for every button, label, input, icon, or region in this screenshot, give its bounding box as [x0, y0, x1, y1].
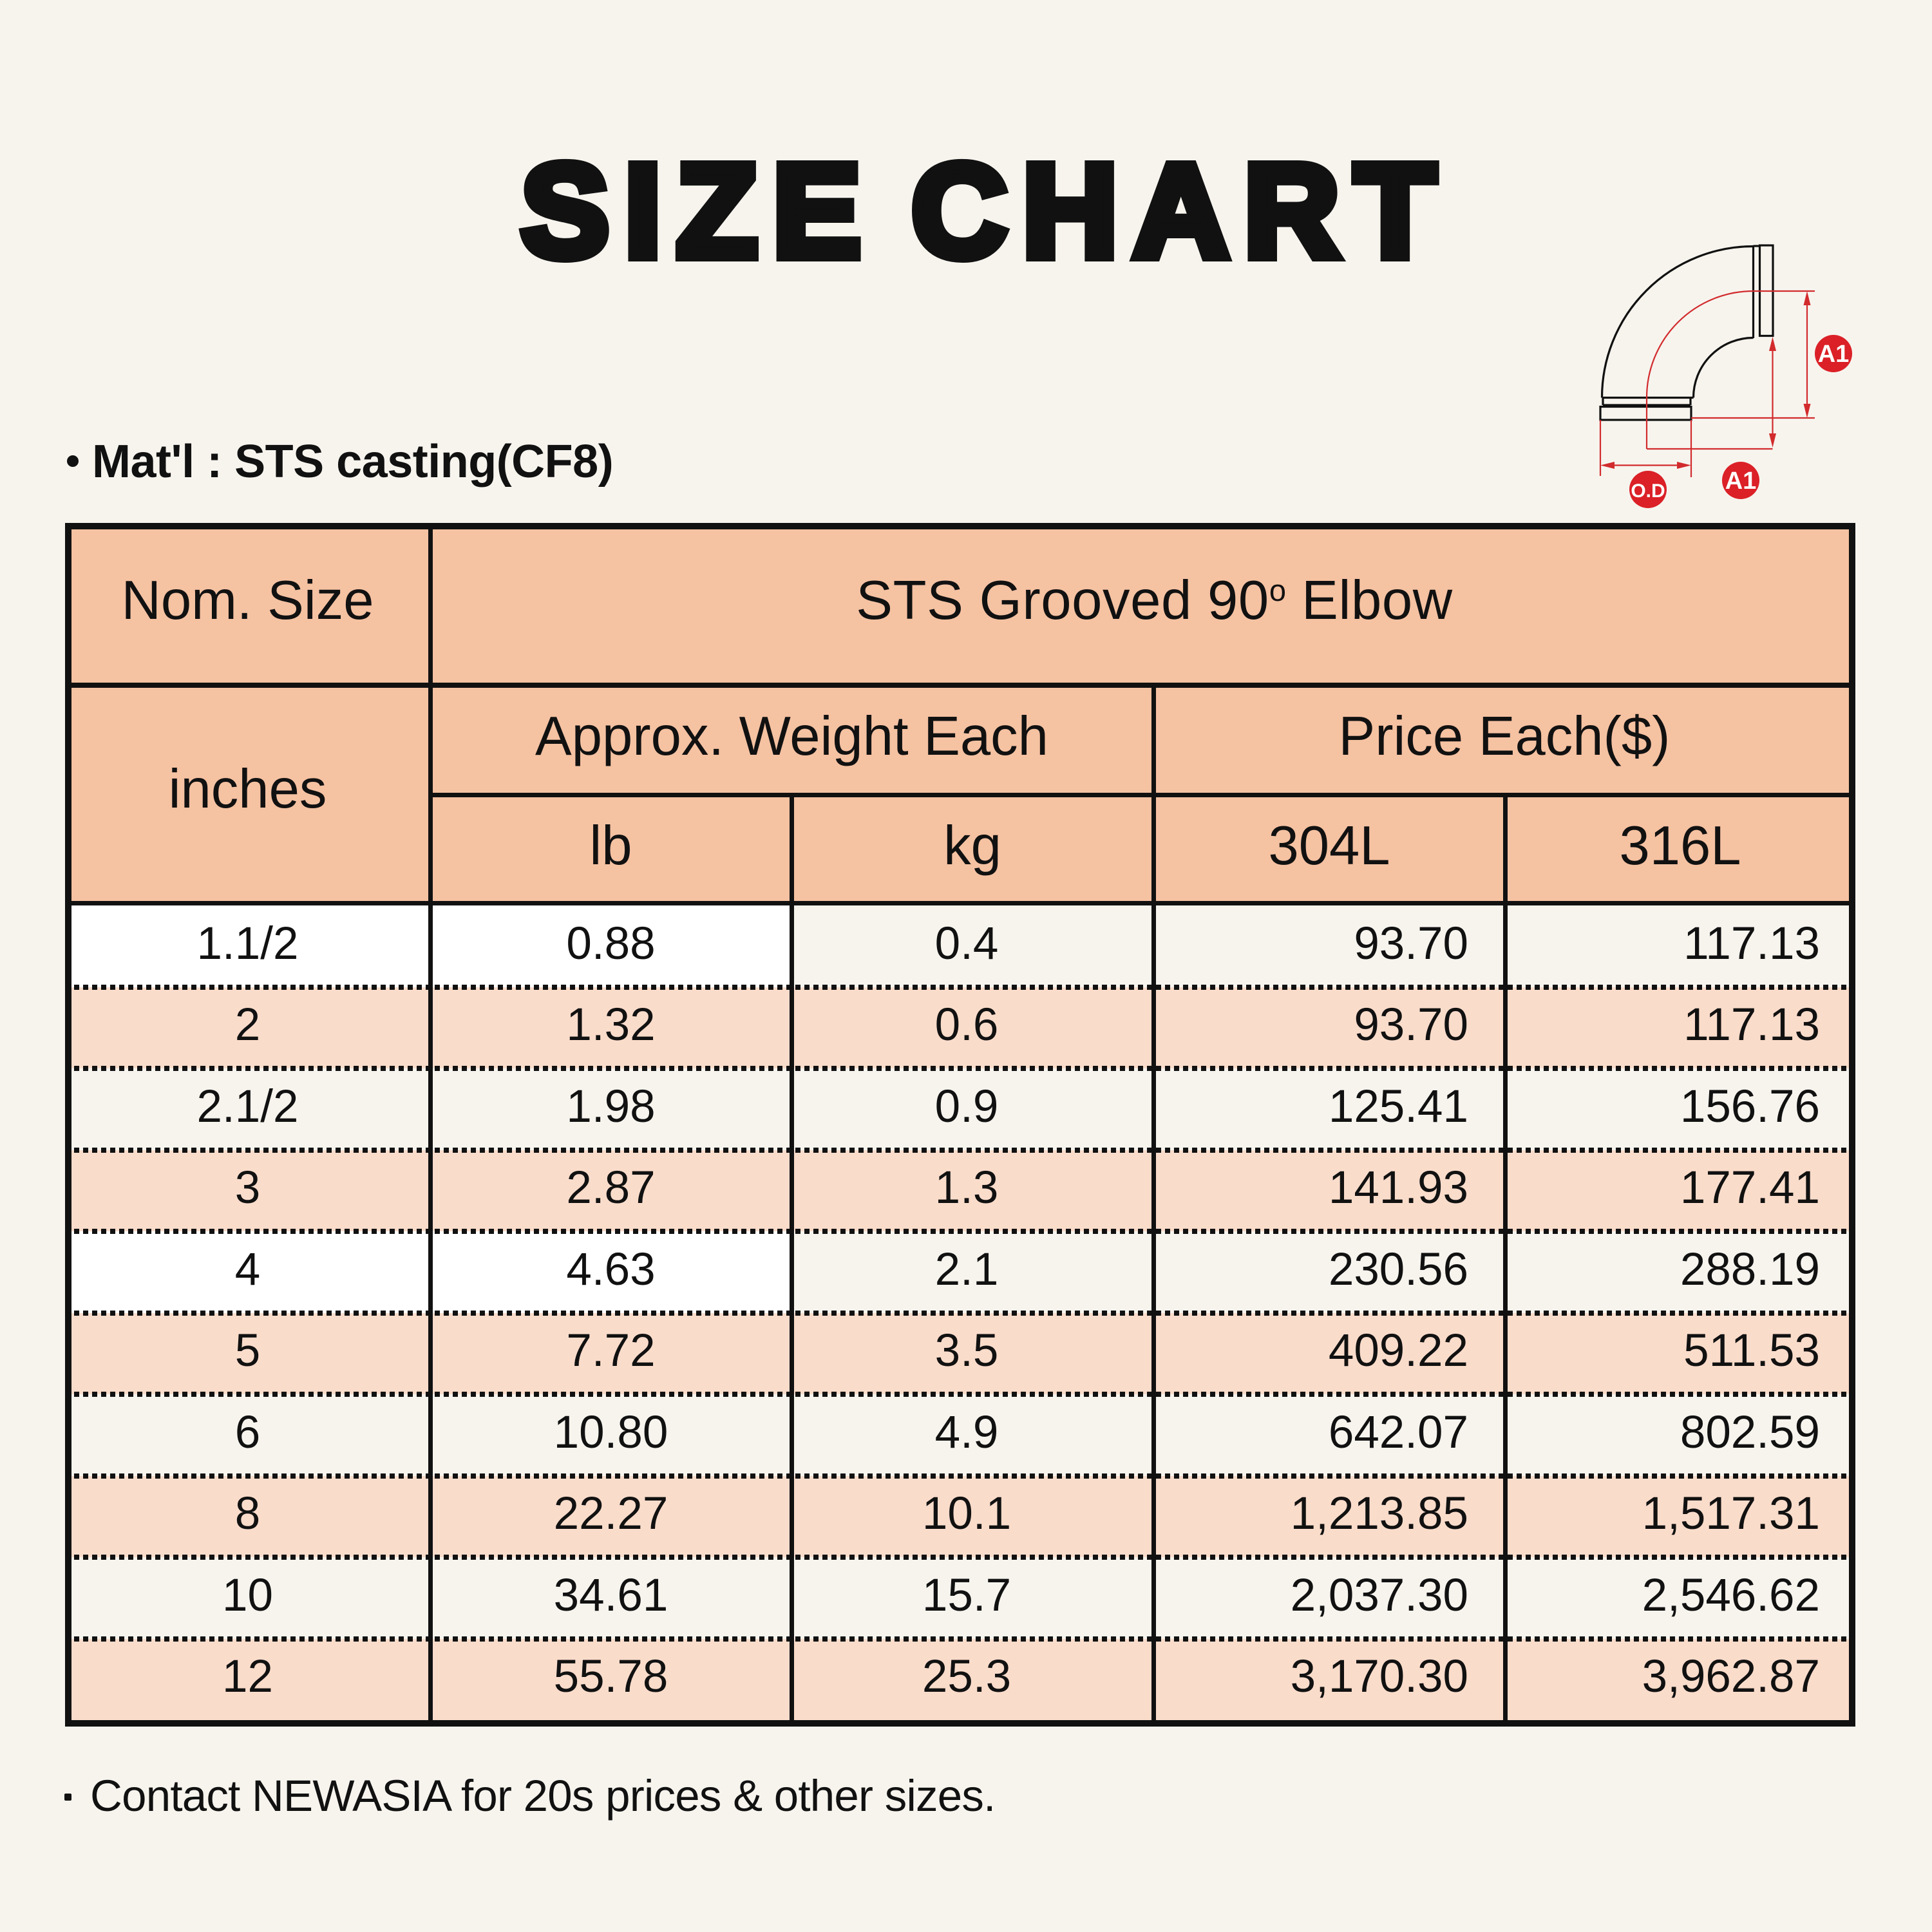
- svg-text:A1: A1: [1725, 468, 1757, 495]
- svg-text:O.D: O.D: [1631, 480, 1665, 502]
- svg-text:A1: A1: [1818, 341, 1850, 368]
